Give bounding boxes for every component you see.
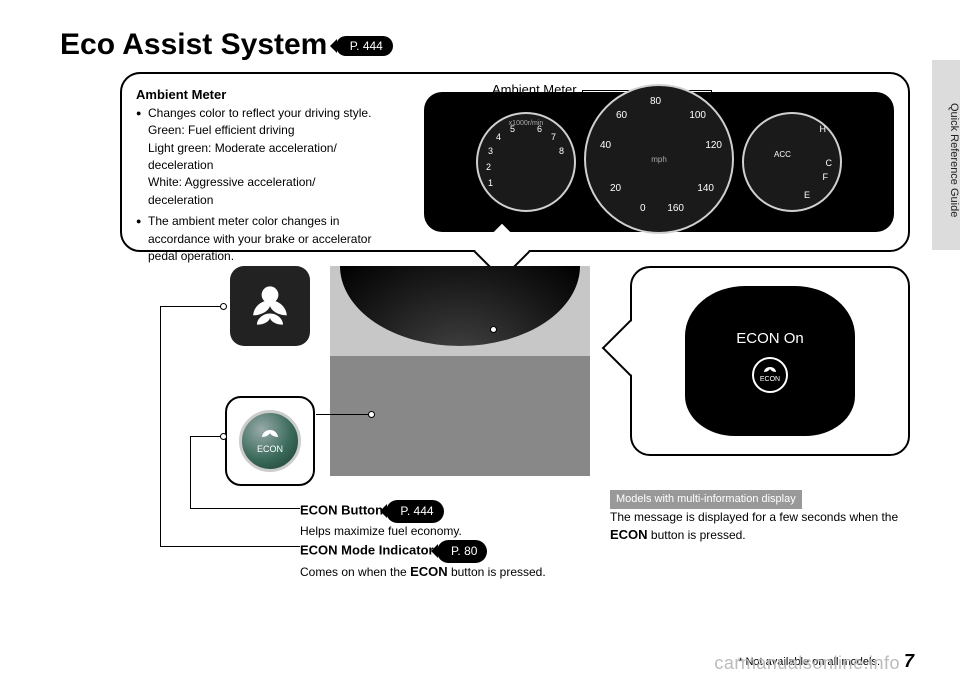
ambient-panel: Ambient Meter Changes color to reflect y… <box>120 72 910 252</box>
mid-area: ECON ECON On ECON <box>60 266 920 526</box>
econ-indicator-body-strong: ECON <box>410 564 448 579</box>
temp-fuel-dial: H C F E ACC <box>742 112 842 212</box>
leaf-icon <box>242 278 298 334</box>
econ-button[interactable]: ECON <box>239 410 301 472</box>
page-title: Eco Assist System P. 444 <box>60 28 920 62</box>
econ-indicator-ref: P. 80 <box>437 540 487 563</box>
watermark: carmanualsonline.info <box>714 653 900 674</box>
econ-button-caption-body: Helps maximize fuel economy. <box>300 524 462 538</box>
dashboard-photo <box>330 266 590 476</box>
tachometer-dial: x1000r/min 1 2 3 4 5 6 7 8 <box>476 112 576 212</box>
lead-line <box>160 306 224 307</box>
econ-button-caption-title: ECON Button <box>300 503 383 518</box>
econ-button-label: ECON <box>257 444 283 454</box>
display-msg-pre: The message is displayed for a few secon… <box>610 510 898 524</box>
econ-mode-indicator-icon <box>230 266 310 346</box>
lead-dot <box>220 433 227 440</box>
econ-button-ref: P. 444 <box>386 500 443 523</box>
ambient-bullet-2: The ambient meter color changes in accor… <box>136 213 396 265</box>
lead-line <box>190 436 191 508</box>
lead-line <box>160 306 161 546</box>
speedometer-dial: 0 20 40 60 80 100 120 140 160 mph <box>584 84 734 234</box>
lead-dot <box>368 411 375 418</box>
models-tag: Models with multi-information display <box>610 490 802 509</box>
econ-indicator-caption: ECON Mode Indicator P. 80 Comes on when … <box>300 540 620 581</box>
ambient-text: Ambient Meter Changes color to reflect y… <box>136 86 396 238</box>
page-number: 7 <box>904 651 914 672</box>
econ-button-box: ECON <box>225 396 315 486</box>
display-msg-strong: ECON <box>610 527 648 542</box>
leaf-icon <box>259 428 281 444</box>
lead-line <box>190 436 224 437</box>
speedo-unit: mph <box>651 155 667 164</box>
lead-line <box>190 508 300 509</box>
lead-dot <box>220 303 227 310</box>
page: Quick Reference Guide Eco Assist System … <box>0 0 960 678</box>
side-tab: Quick Reference Guide <box>932 60 960 250</box>
panel-pointer-left <box>602 320 659 377</box>
econ-indicator-body-pre: Comes on when the <box>300 565 410 579</box>
instrument-cluster: x1000r/min 1 2 3 4 5 6 7 8 0 20 40 60 80… <box>424 92 894 232</box>
multi-info-display: ECON On ECON <box>685 286 855 436</box>
lead-line <box>316 414 372 415</box>
econ-button-caption: ECON Button P. 444 Helps maximize fuel e… <box>300 500 560 540</box>
ambient-heading: Ambient Meter <box>136 87 226 102</box>
ambient-bullet-1: Changes color to reflect your driving st… <box>136 105 396 209</box>
econ-indicator-body-post: button is pressed. <box>448 565 546 579</box>
info-display-panel: ECON On ECON <box>630 266 910 456</box>
display-text: ECON On <box>736 330 804 347</box>
title-text: Eco Assist System <box>60 28 327 61</box>
econ-badge-icon: ECON <box>752 357 788 393</box>
title-page-ref: P. 444 <box>336 36 393 56</box>
lead-line <box>160 546 300 547</box>
econ-indicator-caption-title: ECON Mode Indicator <box>300 543 434 558</box>
display-msg-post: button is pressed. <box>648 528 746 542</box>
lead-dot <box>490 326 497 333</box>
steering-silhouette <box>340 266 580 346</box>
display-caption: Models with multi-information display Th… <box>610 490 900 544</box>
